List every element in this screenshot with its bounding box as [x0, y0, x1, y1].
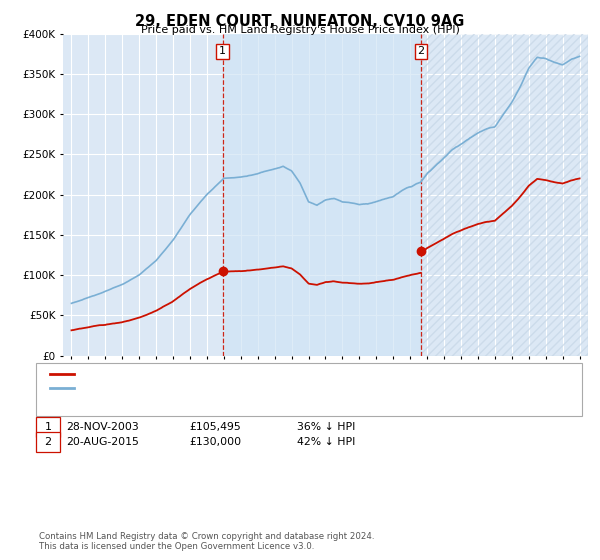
Text: 2: 2: [417, 46, 424, 57]
Bar: [421, 34, 588, 356]
Text: 20-AUG-2015: 20-AUG-2015: [66, 437, 139, 447]
Text: £105,495: £105,495: [189, 422, 241, 432]
Bar: [223, 34, 421, 356]
Text: Contains HM Land Registry data © Crown copyright and database right 2024.
This d: Contains HM Land Registry data © Crown c…: [39, 532, 374, 552]
Text: £130,000: £130,000: [189, 437, 241, 447]
Text: 1: 1: [219, 46, 226, 57]
Text: 28-NOV-2003: 28-NOV-2003: [66, 422, 139, 432]
Text: 36% ↓ HPI: 36% ↓ HPI: [297, 422, 355, 432]
Text: 1: 1: [44, 422, 52, 432]
Text: HPI: Average price, detached house, Nuneaton and Bedworth: HPI: Average price, detached house, Nune…: [81, 382, 387, 393]
Text: Price paid vs. HM Land Registry's House Price Index (HPI): Price paid vs. HM Land Registry's House …: [140, 25, 460, 35]
Text: 2: 2: [44, 437, 52, 447]
Text: 29, EDEN COURT, NUNEATON, CV10 9AG (detached house): 29, EDEN COURT, NUNEATON, CV10 9AG (deta…: [81, 369, 375, 379]
Text: 42% ↓ HPI: 42% ↓ HPI: [297, 437, 355, 447]
Text: 29, EDEN COURT, NUNEATON, CV10 9AG: 29, EDEN COURT, NUNEATON, CV10 9AG: [136, 14, 464, 29]
